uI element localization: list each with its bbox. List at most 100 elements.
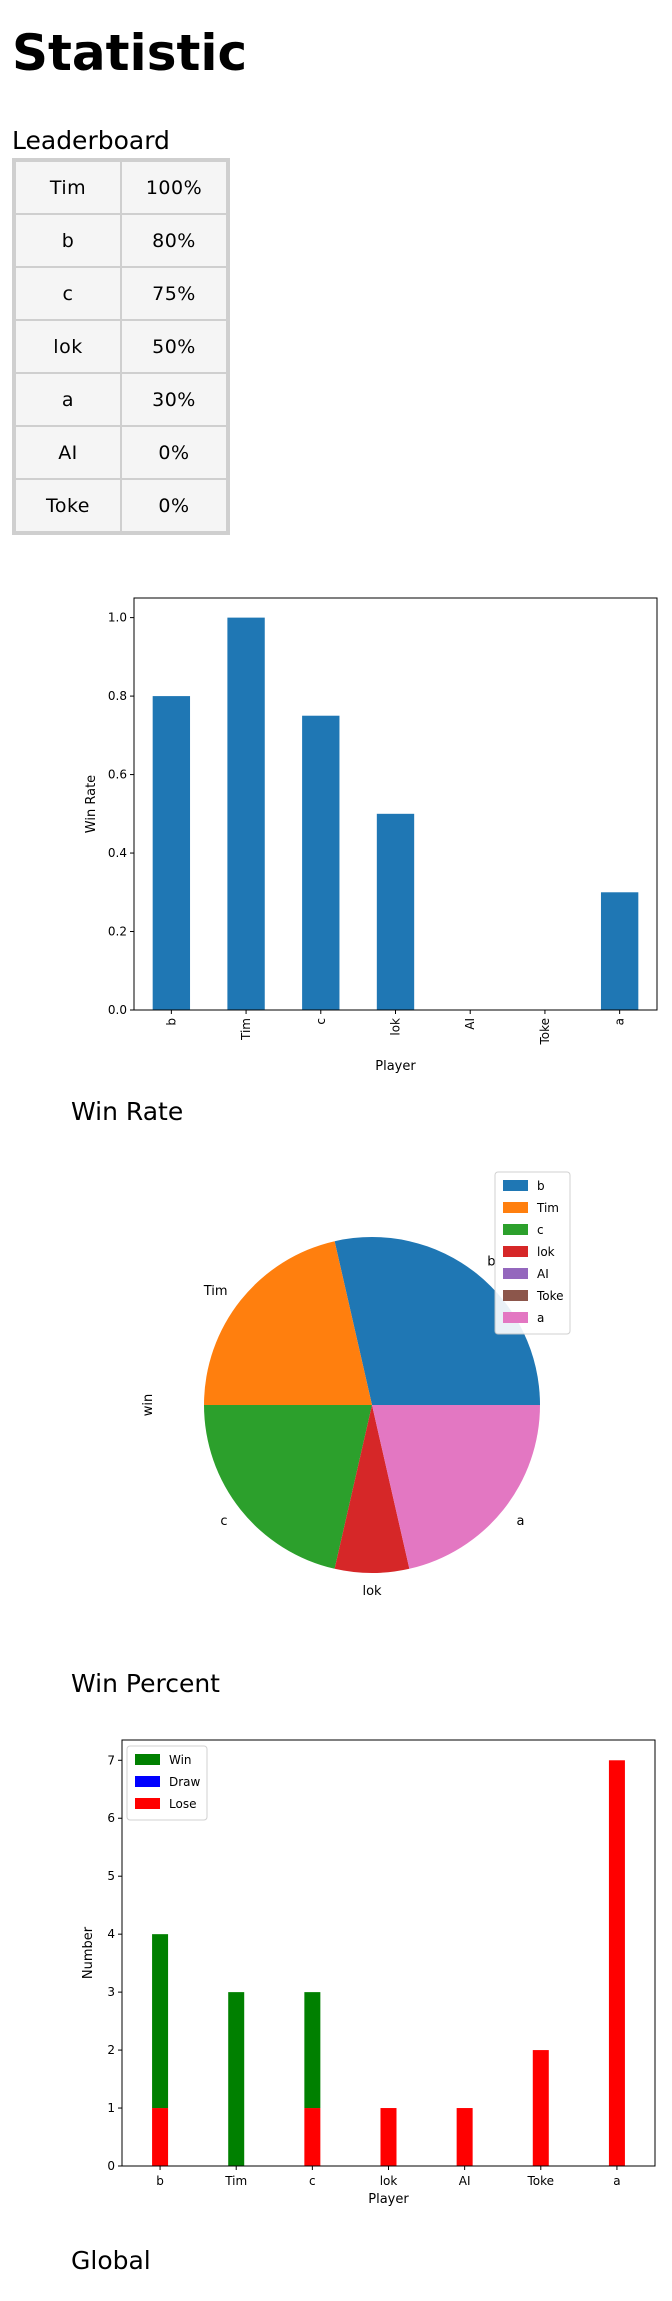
x-tick-label: c [309, 2174, 316, 2188]
player-name: a [15, 373, 121, 426]
player-name: Tim [15, 161, 121, 214]
y-tick-label: 6 [107, 1811, 115, 1825]
legend-label: Lose [169, 1797, 196, 1811]
bar-lose-AI [456, 2108, 473, 2166]
player-win-rate: 75% [121, 267, 227, 320]
legend-swatch-a [503, 1312, 528, 1323]
y-tick-label: 0 [107, 2159, 115, 2173]
y-axis-label: win [141, 1394, 156, 1416]
pie-label: Tim [203, 1284, 228, 1299]
global-chart: 0 1 2 3 4 5 6 7 b Tim c lok AI Toke a Player Number Win Dr… [81, 1739, 656, 2207]
bar-win-Tim [228, 1992, 245, 2166]
table-row: b 80% [15, 214, 227, 267]
bar-lose-Toke [532, 2050, 549, 2166]
x-tick-label: Tim [224, 2174, 247, 2188]
legend-swatch-draw [135, 1776, 160, 1787]
legend-label: lok [537, 1245, 555, 1259]
legend-label: b [537, 1179, 545, 1193]
leaderboard-label: Leaderboard [12, 126, 170, 155]
x-tick-label: b [164, 1018, 178, 1026]
y-tick-label: 1 [107, 2101, 115, 2115]
leaderboard-table: Tim 100% b 80% c 75% lok 50% a 30% AI 0% Toke 0… [12, 158, 230, 535]
bar-lok [376, 813, 415, 1010]
y-axis-label: Number [81, 1926, 96, 1979]
pie-label: a [516, 1514, 524, 1529]
legend-swatch-AI [503, 1268, 528, 1279]
pie-label: lok [362, 1584, 382, 1599]
x-tick-label: Tim [239, 1018, 253, 1041]
x-tick-label: AI [459, 2174, 471, 2188]
bar-win-b [152, 1934, 169, 2109]
player-win-rate: 50% [121, 320, 227, 373]
win-rate-caption: Win Rate [71, 1097, 184, 1126]
legend-swatch-lose [135, 1798, 160, 1809]
pie-slice-a [372, 1405, 540, 1569]
legend-swatch-Tim [503, 1202, 528, 1213]
table-row: lok 50% [15, 320, 227, 373]
y-axis-label: Win Rate [84, 775, 99, 833]
y-tick-label: 3 [107, 1985, 115, 1999]
x-tick-label: a [613, 1018, 627, 1025]
x-axis-label: Player [368, 2192, 409, 2207]
y-tick-label: 7 [107, 1753, 115, 1767]
table-row: AI 0% [15, 426, 227, 479]
player-win-rate: 80% [121, 214, 227, 267]
legend-label: AI [537, 1267, 549, 1281]
legend-swatch-Toke [503, 1290, 528, 1301]
win-percent-chart: b Tim c lok a win b Tim c lok AI Toke a [141, 1171, 571, 1599]
legend-label: a [537, 1311, 544, 1325]
legend-label: Toke [536, 1289, 564, 1303]
y-tick-label: 0.0 [108, 1003, 127, 1017]
y-tick-label: 5 [107, 1869, 115, 1883]
table-row: Tim 100% [15, 161, 227, 214]
player-name: c [15, 267, 121, 320]
table-row: a 30% [15, 373, 227, 426]
legend-label: Draw [169, 1775, 201, 1789]
legend-swatch-b [503, 1180, 528, 1191]
x-tick-label: c [314, 1018, 328, 1025]
player-win-rate: 100% [121, 161, 227, 214]
pie-slice-c [204, 1405, 372, 1569]
bar-b [152, 696, 191, 1010]
legend-label: Tim [536, 1201, 559, 1215]
bar-lose-lok [380, 2108, 397, 2166]
legend-swatch-c [503, 1224, 528, 1235]
legend-label: Win [169, 1753, 192, 1767]
table-row: c 75% [15, 267, 227, 320]
y-tick-label: 0.2 [108, 925, 127, 939]
player-win-rate: 0% [121, 426, 227, 479]
x-tick-label: lok [389, 1018, 403, 1036]
bar-Tim [227, 617, 265, 1010]
player-name: Toke [15, 479, 121, 532]
bar-lose-a [608, 1760, 625, 2166]
bar-lose-b [152, 2108, 169, 2166]
y-tick-label: 0.8 [108, 689, 127, 703]
bar-a [600, 892, 639, 1010]
x-tick-label: lok [380, 2174, 398, 2188]
legend-swatch-lok [503, 1246, 528, 1257]
player-name: AI [15, 426, 121, 479]
win-percent-caption: Win Percent [71, 1669, 220, 1698]
player-name: b [15, 214, 121, 267]
y-tick-label: 2 [107, 2043, 115, 2057]
bar-win-c [304, 1992, 321, 2109]
y-tick-label: 0.6 [108, 768, 127, 782]
y-tick-label: 0.4 [108, 846, 127, 860]
y-tick-label: 1.0 [108, 611, 127, 625]
x-tick-label: b [156, 2174, 164, 2188]
bar-c [302, 715, 340, 1010]
x-tick-label: Toke [527, 2174, 555, 2188]
legend-label: c [537, 1223, 544, 1237]
pie-slice-b [334, 1237, 540, 1405]
y-tick-label: 4 [107, 1927, 115, 1941]
bar-lose-c [304, 2108, 321, 2166]
win-rate-chart: 0.0 0.2 0.4 0.6 0.8 1.0 b Tim c lok AI Toke a Player W… [84, 597, 658, 1074]
pie-label: c [220, 1514, 227, 1529]
player-name: lok [15, 320, 121, 373]
player-win-rate: 30% [121, 373, 227, 426]
global-caption: Global [71, 2246, 151, 2275]
table-row: Toke 0% [15, 479, 227, 532]
pie-slice-lok [334, 1405, 410, 1573]
x-axis-label: Player [375, 1059, 416, 1074]
x-tick-label: Toke [538, 1018, 552, 1046]
